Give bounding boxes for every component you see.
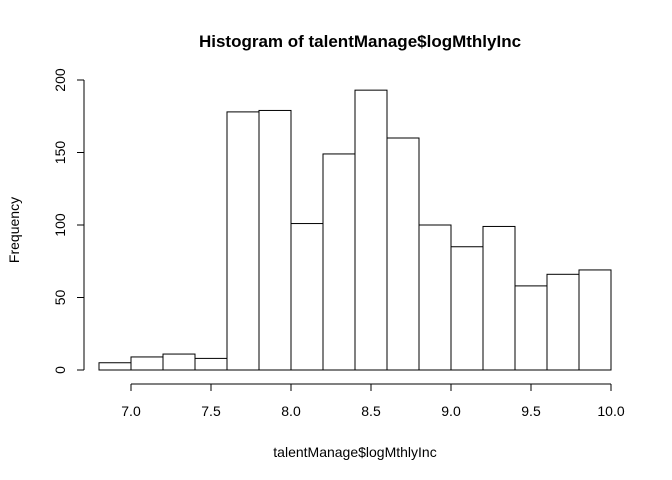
x-axis: 7.0 7.5 8.0 8.5 9.0 9.5 10.0 (121, 383, 625, 419)
histogram-bar-3 (194, 357, 228, 371)
histogram-bar-1 (130, 356, 164, 371)
histogram-bar-7 (322, 153, 356, 371)
y-axis: 0 50 100 150 200 (52, 68, 85, 374)
histogram-bar-12 (482, 225, 516, 371)
x-tick-label-2: 8.0 (281, 403, 301, 419)
histogram-bar-9 (386, 137, 420, 371)
histogram-bar-10 (418, 224, 452, 371)
y-tick-label-4: 200 (52, 68, 68, 92)
histogram-bar-11 (450, 246, 484, 371)
y-tick-label-3: 150 (52, 141, 68, 165)
histogram-bar-2 (162, 353, 196, 371)
y-tick-label-2: 100 (52, 213, 68, 237)
x-tick-label-4: 9.0 (441, 403, 461, 419)
y-tick-label-0: 0 (52, 366, 68, 374)
histogram-bar-14 (546, 273, 580, 371)
x-axis-label: talentManage$logMthlyInc (273, 444, 436, 460)
x-tick-label-3: 8.5 (361, 403, 381, 419)
x-tick-label-5: 9.5 (521, 403, 541, 419)
histogram-bar-8 (354, 89, 388, 371)
histogram-bar-0 (98, 362, 132, 371)
histogram-bar-15 (578, 269, 612, 371)
x-tick-label-0: 7.0 (121, 403, 141, 419)
histogram-bar-4 (226, 111, 260, 371)
histogram-bar-5 (258, 109, 292, 371)
x-tick-label-1: 7.5 (201, 403, 221, 419)
y-axis-label: Frequency (6, 197, 22, 263)
bars-group (98, 89, 612, 371)
histogram-bar-13 (514, 285, 548, 371)
x-tick-label-6: 10.0 (597, 403, 624, 419)
chart-title: Histogram of talentManage$logMthlyInc (199, 32, 521, 51)
y-tick-label-1: 50 (52, 290, 68, 306)
histogram-bar-6 (290, 223, 324, 371)
